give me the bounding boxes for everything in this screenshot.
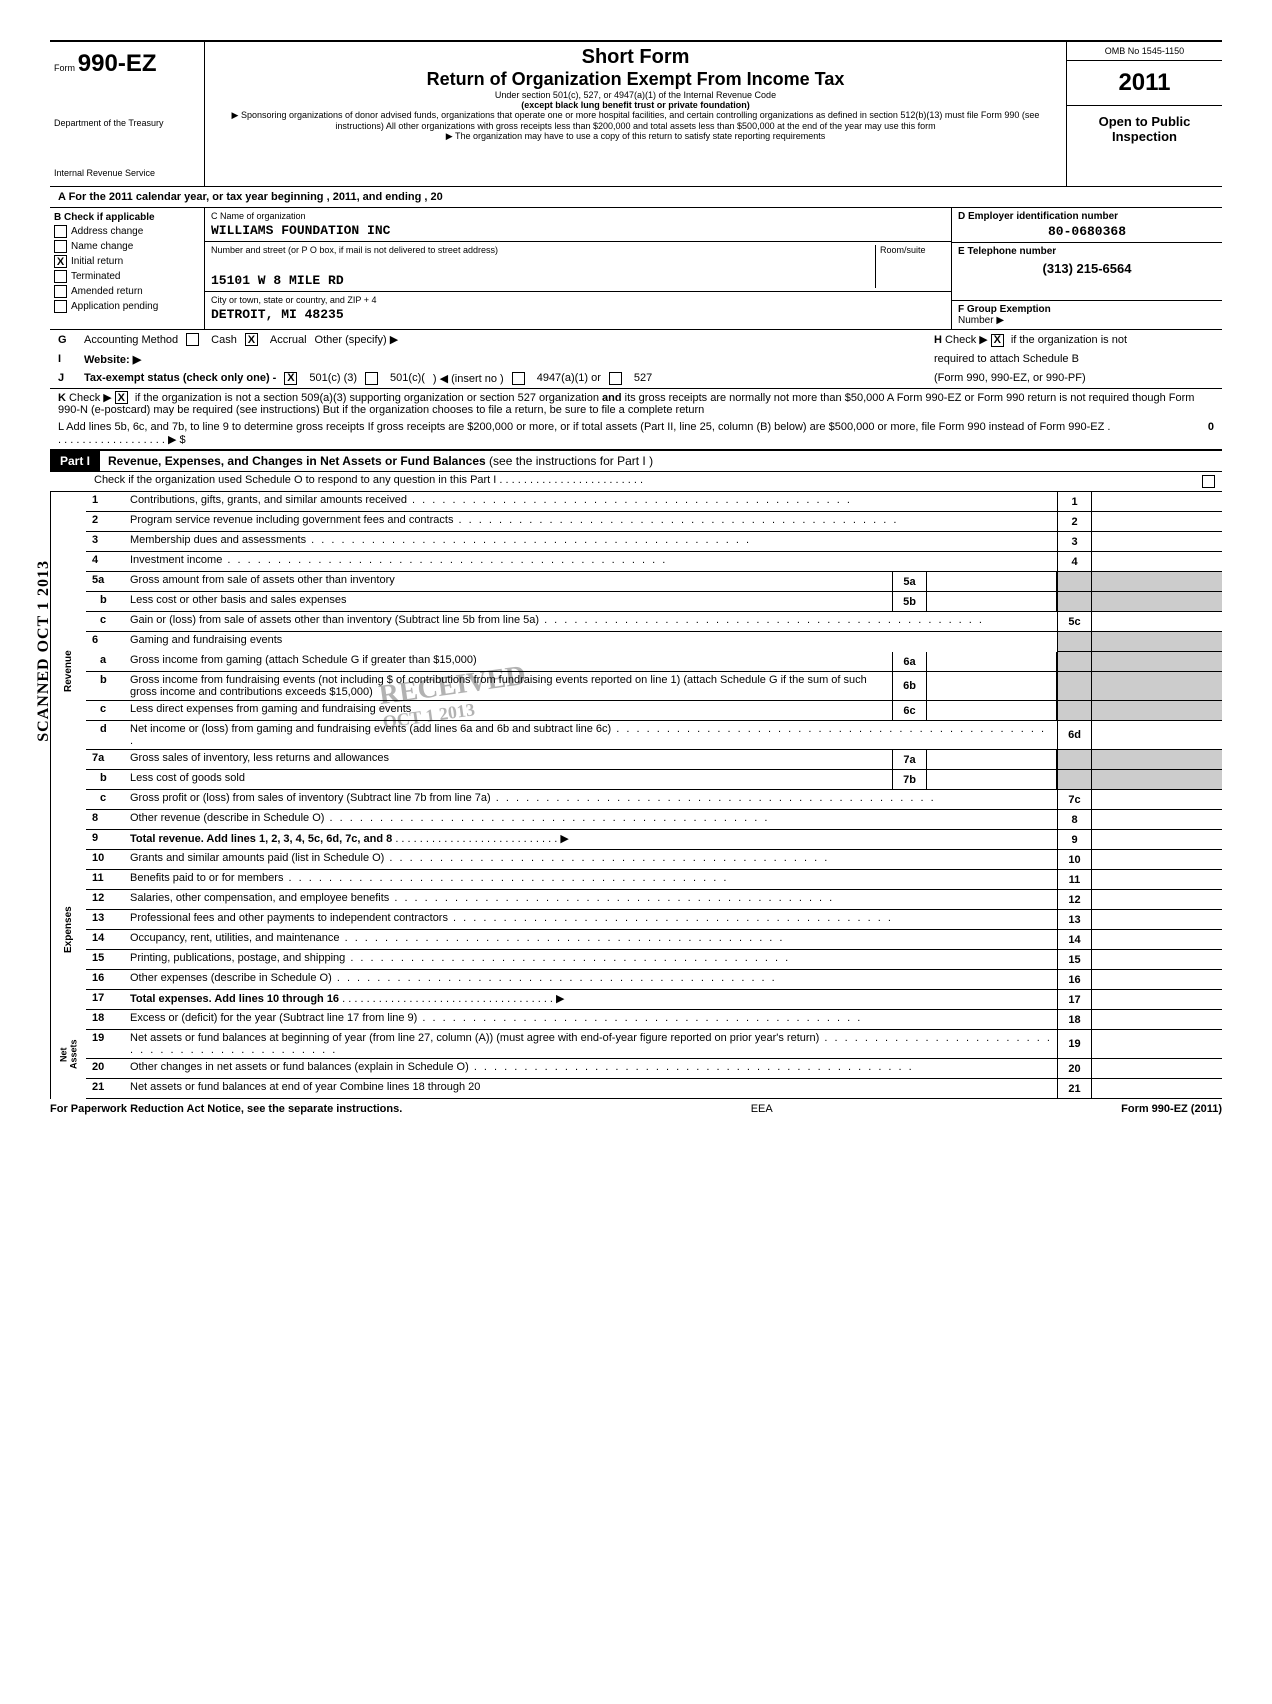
g-letter: G [58,334,76,346]
omb-number: OMB No 1545-1150 [1067,42,1222,61]
dept-irs: Internal Revenue Service [54,168,200,178]
subtitle2: (except black lung benefit trust or priv… [215,100,1056,110]
line-g-h: G Accounting Method Cash XAccrual Other … [50,330,1222,350]
chk-schedo[interactable] [1202,475,1215,488]
g-label: Accounting Method [84,334,178,346]
chk-k[interactable]: X [115,391,128,404]
chk-j4[interactable] [609,372,622,385]
open-public-2: Inspection [1075,129,1214,144]
main-title: Return of Organization Exempt From Incom… [215,69,1056,90]
c-name-row: C Name of organization WILLIAMS FOUNDATI… [205,208,951,242]
footer-mid: EEA [751,1103,773,1115]
i-letter: I [58,353,76,365]
city: DETROIT, MI 48235 [211,307,945,322]
line-i-row: I Website: ▶ required to attach Schedule… [50,350,1222,369]
title-box: Short Form Return of Organization Exempt… [205,42,1067,186]
col-b: B Check if applicable Address change Nam… [50,208,205,329]
c-name-label: C Name of organization [211,211,945,221]
d-ein-row: D Employer identification number 80-0680… [952,208,1222,243]
form-label: Form [54,63,75,73]
header-row: Form 990-EZ Department of the Treasury I… [50,42,1222,187]
chk-j2[interactable] [365,372,378,385]
form-number: 990-EZ [78,50,157,77]
open-public-1: Open to Public [1075,114,1214,129]
chk-j1[interactable]: X [284,372,297,385]
chk-accrual[interactable]: X [245,333,258,346]
footer-right: Form 990-EZ (2011) [1121,1103,1222,1115]
part1-check: Check if the organization used Schedule … [50,472,1222,492]
j-letter: J [58,372,76,384]
street: 15101 W 8 MILE RD [211,273,875,288]
l-text: L Add lines 5b, 6c, and 7b, to line 9 to… [58,421,1114,446]
revenue-side-label: Revenue [50,492,86,850]
i-label: Website: ▶ [84,353,141,366]
room-label: Room/suite [875,245,945,288]
chk-amended[interactable]: Amended return [54,285,200,298]
expense-block: Expenses 10Grants and similar amounts pa… [50,850,1222,1010]
info-grid: B Check if applicable Address change Nam… [50,208,1222,330]
chk-cash[interactable] [186,333,199,346]
chk-initial[interactable]: XInitial return [54,255,200,268]
addr-label: Number and street (or P O box, if mail i… [211,245,875,255]
copy-note: ▶ The organization may have to use a cop… [215,131,1056,142]
footer: For Paperwork Reduction Act Notice, see … [50,1099,1222,1119]
b-label: B Check if applicable [54,212,200,223]
section-a: A For the 2011 calendar year, or tax yea… [50,187,1222,208]
chk-h[interactable]: X [991,334,1004,347]
e-phone-row: E Telephone number (313) 215-6564 [952,243,1222,301]
assets-block: NetAssets 18Excess or (deficit) for the … [50,1010,1222,1099]
f-group-row: F Group Exemption Number ▶ [952,301,1222,329]
line-j-row: J Tax-exempt status (check only one) - X… [50,369,1222,389]
expense-side-label: Expenses [50,850,86,1010]
g-other: Other (specify) ▶ [315,333,399,346]
line-h: H Check ▶ X if the organization is not [934,333,1214,347]
h-cont: required to attach Schedule B [934,353,1214,366]
dept-treasury: Department of the Treasury [54,118,200,128]
col-c: C Name of organization WILLIAMS FOUNDATI… [205,208,952,329]
open-public: Open to Public Inspection [1067,106,1222,152]
chk-name[interactable]: Name change [54,240,200,253]
assets-side-label: NetAssets [50,1010,86,1099]
org-name: WILLIAMS FOUNDATION INC [211,223,945,238]
chk-address[interactable]: Address change [54,225,200,238]
part1-header: Part I Revenue, Expenses, and Changes in… [50,450,1222,472]
short-form-title: Short Form [215,46,1056,69]
form-box: Form 990-EZ Department of the Treasury I… [50,42,205,186]
subtitle1: Under section 501(c), 527, or 4947(a)(1)… [215,90,1056,100]
c-addr-row: Number and street (or P O box, if mail i… [205,242,951,292]
revenue-block: Revenue 1Contributions, gifts, grants, a… [50,492,1222,850]
col-d: D Employer identification number 80-0680… [952,208,1222,329]
d-label: D Employer identification number [958,211,1216,222]
line-k: K Check ▶ X if the organization is not a… [50,389,1222,419]
c-city-row: City or town, state or country, and ZIP … [205,292,951,325]
ein: 80-0680368 [958,224,1216,239]
sponsor-note: ▶ Sponsoring organizations of donor advi… [215,110,1056,131]
chk-terminated[interactable]: Terminated [54,270,200,283]
phone: (313) 215-6564 [958,261,1216,276]
scanned-stamp: SCANNED OCT 1 2013 [35,560,53,742]
chk-pending[interactable]: Application pending [54,300,200,313]
part1-label: Part I [50,451,100,471]
footer-left: For Paperwork Reduction Act Notice, see … [50,1103,402,1115]
line-g: G Accounting Method Cash XAccrual Other … [58,333,934,347]
f-label: F Group Exemption [958,304,1216,315]
tax-year: 2011 [1067,61,1222,106]
part1-title: Revenue, Expenses, and Changes in Net As… [100,451,1222,471]
f-label2: Number ▶ [958,315,1216,326]
h-cont2: (Form 990, 990-EZ, or 990-PF) [934,372,1214,385]
j-label: Tax-exempt status (check only one) - [84,372,276,384]
line-l: L Add lines 5b, 6c, and 7b, to line 9 to… [50,418,1222,450]
chk-j3[interactable] [512,372,525,385]
l-val: 0 [1114,421,1214,446]
right-box: OMB No 1545-1150 2011 Open to Public Ins… [1067,42,1222,186]
city-label: City or town, state or country, and ZIP … [211,295,945,305]
form-page: Form 990-EZ Department of the Treasury I… [50,40,1222,1119]
e-label: E Telephone number [958,246,1216,257]
